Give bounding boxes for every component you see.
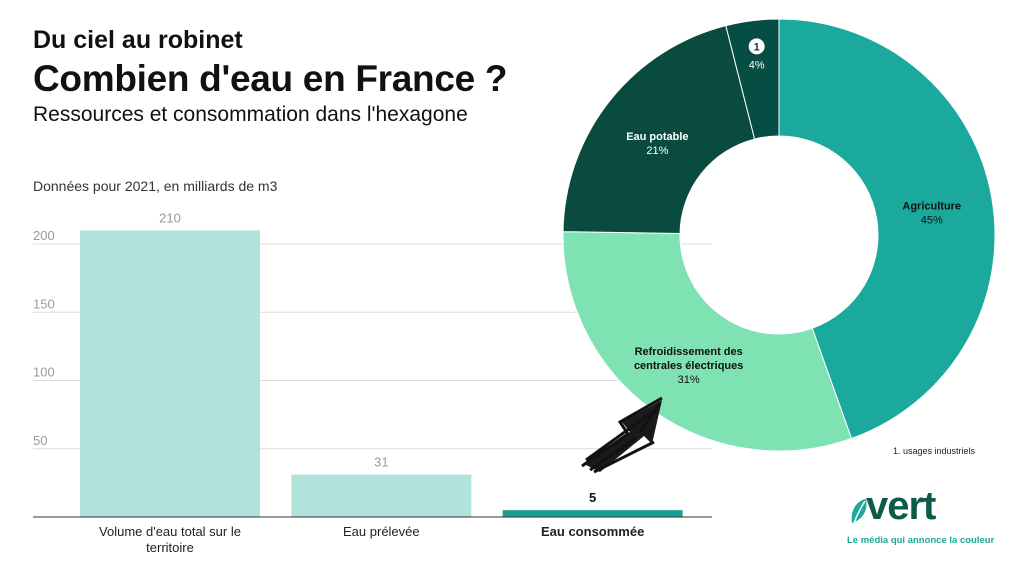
donut-chart: Agriculture 45% Refroidissement des central… xyxy=(562,18,996,452)
donut-slice xyxy=(778,18,996,440)
slice-pct: 21% xyxy=(646,145,668,157)
bar-chart: 50 100 150 200 210 Volume d'eau total sur le t… xyxy=(33,210,712,555)
chart-subtitle: Ressources et consommation dans l'hexago… xyxy=(33,103,468,126)
bar xyxy=(80,230,260,517)
x-category-label: Eau consommée xyxy=(541,524,644,539)
x-category-label: Volume d'eau total sur le territoire xyxy=(99,524,241,555)
donut-slice xyxy=(725,18,780,140)
slice-label: Eau potable xyxy=(626,131,688,143)
bar-value-label: 31 xyxy=(374,455,388,470)
y-tick-label: 100 xyxy=(33,365,55,380)
y-tick-label: 150 xyxy=(33,296,55,311)
bar xyxy=(291,474,472,517)
slice-label: Refroidissement des centrales électriques xyxy=(634,346,743,372)
slice-pct: 31% xyxy=(678,374,700,386)
slice-pct: 4% xyxy=(749,59,765,71)
units-note: Données pour 2021, en milliards de m3 xyxy=(33,178,278,194)
slice-label: Agriculture xyxy=(902,201,961,213)
leaf-icon xyxy=(851,499,867,524)
slice-pct: 45% xyxy=(921,215,943,227)
chart-kicker: Du ciel au robinet xyxy=(33,26,243,54)
arrow-icon xyxy=(581,396,663,474)
bar xyxy=(502,510,683,517)
footnote: 1. usages industriels xyxy=(893,446,976,456)
donut-slice xyxy=(562,25,756,234)
footnote-badge xyxy=(748,38,765,55)
donut-slice xyxy=(562,231,853,452)
bar-value-label: 210 xyxy=(159,210,181,225)
x-category-label: Eau prélevée xyxy=(343,524,420,539)
chart-title: Combien d'eau en France ? xyxy=(33,58,508,99)
y-tick-label: 50 xyxy=(33,433,47,448)
logo: vert xyxy=(866,484,936,528)
bar-value-label: 5 xyxy=(589,490,596,505)
y-tick-label: 200 xyxy=(33,228,55,243)
logo-tagline: Le média qui annonce la couleur xyxy=(847,535,995,546)
slice-label: 1 xyxy=(754,41,760,53)
